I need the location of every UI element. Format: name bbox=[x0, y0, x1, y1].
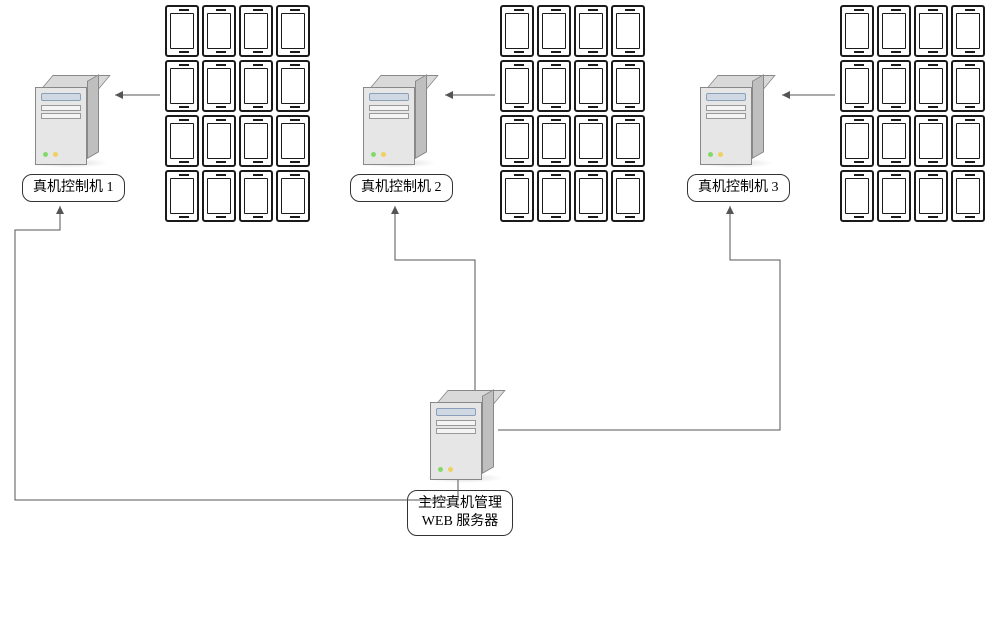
phone-device bbox=[877, 60, 911, 112]
phone-device bbox=[914, 5, 948, 57]
phone-device bbox=[165, 5, 199, 57]
phone-device bbox=[951, 5, 985, 57]
phone-device bbox=[500, 170, 534, 222]
phone-device bbox=[574, 115, 608, 167]
phonebank-2 bbox=[500, 5, 645, 222]
phone-device bbox=[276, 5, 310, 57]
phone-device bbox=[611, 115, 645, 167]
phone-device bbox=[914, 60, 948, 112]
phone-device bbox=[202, 5, 236, 57]
phone-device bbox=[500, 115, 534, 167]
phone-device bbox=[840, 115, 874, 167]
architecture-diagram: 真机控制机 1 真机控制机 2 真机控制机 3 主控真机管理 WEB 服务器 bbox=[0, 0, 1000, 629]
phone-device bbox=[611, 5, 645, 57]
phone-device bbox=[276, 60, 310, 112]
phone-device bbox=[537, 170, 571, 222]
master-label-line1: 主控真机管理 bbox=[418, 496, 502, 511]
master-server bbox=[430, 390, 500, 480]
phone-device bbox=[840, 170, 874, 222]
phonebank-1 bbox=[165, 5, 310, 222]
phone-device bbox=[165, 170, 199, 222]
phone-device bbox=[574, 5, 608, 57]
phone-device bbox=[239, 60, 273, 112]
controller-1-server bbox=[35, 75, 105, 165]
controller-2-server bbox=[363, 75, 433, 165]
phone-device bbox=[914, 115, 948, 167]
phone-device bbox=[202, 170, 236, 222]
phonebank-3 bbox=[840, 5, 985, 222]
phone-device bbox=[951, 60, 985, 112]
master-label: 主控真机管理 WEB 服务器 bbox=[407, 490, 513, 536]
master-label-line2: WEB 服务器 bbox=[422, 514, 499, 529]
phone-device bbox=[537, 5, 571, 57]
phone-device bbox=[951, 115, 985, 167]
phone-device bbox=[574, 170, 608, 222]
phone-device bbox=[500, 60, 534, 112]
phone-device bbox=[611, 170, 645, 222]
controller-2-label: 真机控制机 2 bbox=[350, 174, 453, 202]
phone-device bbox=[611, 60, 645, 112]
phone-device bbox=[165, 60, 199, 112]
phone-device bbox=[202, 115, 236, 167]
phone-device bbox=[877, 115, 911, 167]
phone-device bbox=[202, 60, 236, 112]
phone-device bbox=[840, 5, 874, 57]
phone-device bbox=[537, 115, 571, 167]
controller-1-label: 真机控制机 1 bbox=[22, 174, 125, 202]
phone-device bbox=[276, 170, 310, 222]
controller-3-label: 真机控制机 3 bbox=[687, 174, 790, 202]
phone-device bbox=[840, 60, 874, 112]
phone-device bbox=[165, 115, 199, 167]
phone-device bbox=[877, 5, 911, 57]
controller-3-server bbox=[700, 75, 770, 165]
phone-device bbox=[276, 115, 310, 167]
phone-device bbox=[239, 115, 273, 167]
phone-device bbox=[574, 60, 608, 112]
phone-device bbox=[914, 170, 948, 222]
phone-device bbox=[537, 60, 571, 112]
phone-device bbox=[951, 170, 985, 222]
phone-device bbox=[500, 5, 534, 57]
phone-device bbox=[239, 170, 273, 222]
phone-device bbox=[877, 170, 911, 222]
phone-device bbox=[239, 5, 273, 57]
